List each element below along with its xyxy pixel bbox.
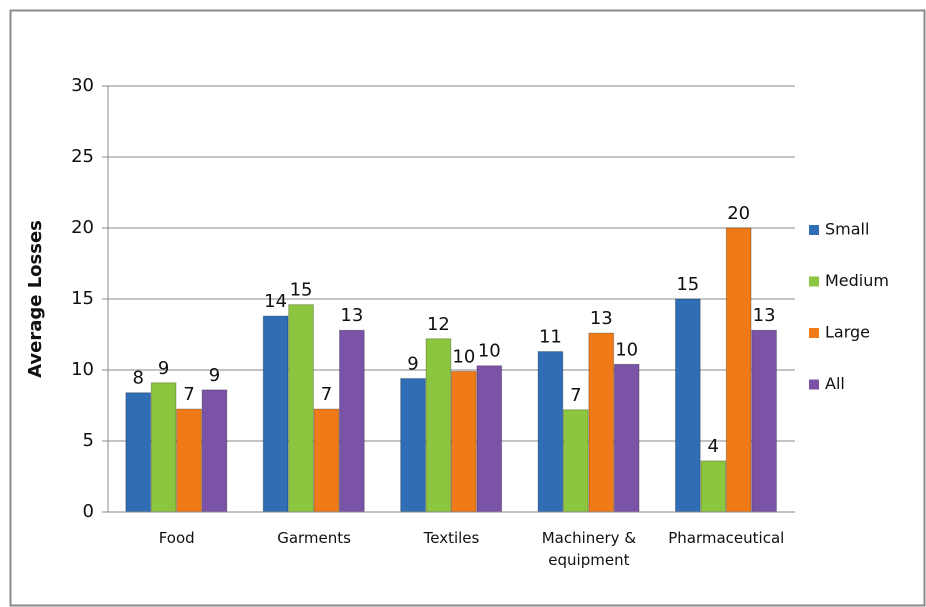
y-tick-label: 15 (71, 288, 94, 309)
x-tick-label: Machinery & equipment (541, 529, 637, 569)
bar (562, 409, 589, 513)
value-label: 7 (183, 384, 194, 405)
value-label: 15 (676, 274, 699, 295)
bar (176, 408, 202, 513)
bar (751, 329, 777, 513)
y-tick-label: 5 (83, 430, 94, 451)
value-label: 4 (708, 436, 719, 457)
bar (451, 370, 477, 513)
legend-label: Small (825, 220, 869, 239)
frame (9, 9, 926, 607)
value-label: 15 (290, 280, 313, 301)
value-label: 13 (340, 305, 363, 326)
bar (313, 408, 340, 513)
legend-label: All (825, 374, 845, 393)
legend-swatch (809, 276, 819, 287)
value-label: 7 (321, 384, 332, 405)
legend-label: Medium (825, 271, 889, 290)
value-label: 10 (452, 346, 475, 367)
y-tick-label: 0 (83, 501, 94, 522)
bar (588, 332, 615, 513)
x-tick-label: Garments (277, 529, 351, 547)
value-label: 9 (407, 354, 418, 375)
legend-swatch (809, 328, 819, 338)
bar (674, 298, 701, 513)
value-label: 8 (133, 368, 144, 389)
value-label: 11 (539, 327, 562, 348)
y-tick-label: 25 (71, 146, 94, 167)
value-label: 9 (158, 358, 169, 379)
bar (476, 365, 503, 513)
bar (201, 389, 228, 513)
bar (537, 351, 564, 513)
y-tick-label: 10 (71, 359, 94, 380)
value-label: 10 (478, 341, 501, 362)
bar (613, 363, 640, 513)
bar (262, 315, 289, 513)
y-axis-label: Average Losses (25, 220, 46, 378)
value-label: 7 (570, 385, 581, 406)
bar (150, 382, 177, 513)
legend-swatch (809, 225, 819, 235)
bar (125, 392, 152, 513)
value-label: 9 (209, 365, 220, 386)
bar (700, 460, 727, 513)
x-tick-label: Food (158, 529, 195, 547)
bar (725, 227, 752, 513)
value-label: 13 (753, 305, 776, 326)
value-label: 10 (615, 339, 638, 360)
value-label: 14 (264, 291, 287, 312)
value-label: 12 (427, 314, 450, 335)
x-tick-label: Pharmaceutical (668, 529, 785, 547)
bar (425, 338, 452, 513)
bar (339, 329, 365, 513)
value-label: 13 (590, 308, 613, 329)
legend-label: Large (825, 323, 870, 342)
x-tick-label: Textiles (423, 529, 480, 547)
y-tick-label: 30 (71, 75, 94, 96)
bar (288, 304, 314, 513)
bar (400, 378, 426, 513)
y-tick-label: 20 (71, 217, 94, 238)
value-label: 20 (727, 203, 750, 224)
legend-swatch (809, 379, 819, 390)
